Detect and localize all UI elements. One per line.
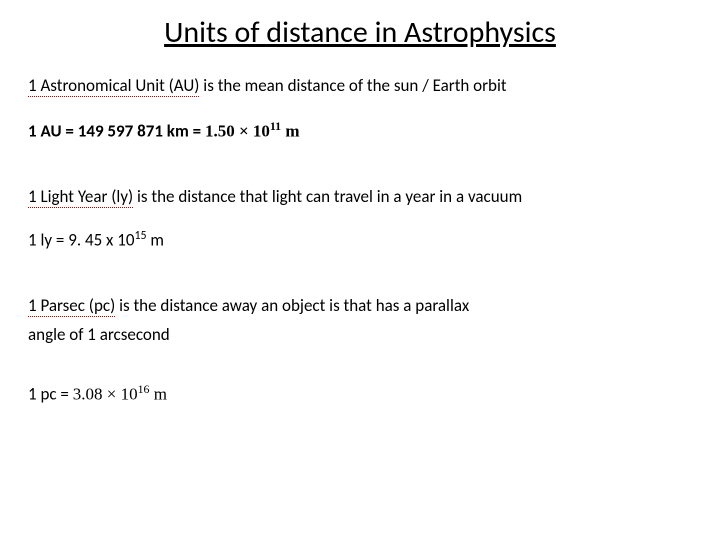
pc-equation: 1 pc = 3.08 × 1016 m xyxy=(28,381,692,407)
ly-term: 1 Light Year (ly) xyxy=(28,186,133,208)
pc-eq-unit: m xyxy=(149,385,166,404)
pc-desc1: is the distance away an object is that h… xyxy=(115,295,469,316)
pc-definition-line1: 1 Parsec (pc) is the distance away an ob… xyxy=(28,295,692,318)
ly-eq-exp: 15 xyxy=(134,229,146,243)
content-area: 1 Astronomical Unit (AU) is the mean dis… xyxy=(0,75,720,407)
pc-definition-line2: angle of 1 arcsecond xyxy=(28,324,692,347)
ly-definition: 1 Light Year (ly) is the distance that l… xyxy=(28,186,692,209)
ly-eq-unit: m xyxy=(147,230,164,251)
au-term: 1 Astronomical Unit (AU) xyxy=(28,75,199,97)
au-eq-prefix: 1 AU = 149 597 871 km = xyxy=(28,121,205,142)
au-eq-value: 1.50 × 10 xyxy=(205,122,270,141)
pc-eq-exp: 16 xyxy=(138,382,150,396)
ly-equation: 1 ly = 9. 45 x 1015 m xyxy=(28,228,692,253)
au-equation: 1 AU = 149 597 871 km = 1.50 × 1011 m xyxy=(28,118,692,144)
page-title: Units of distance in Astrophysics xyxy=(0,0,720,75)
pc-eq-prefix: 1 pc = xyxy=(28,384,73,405)
ly-eq-prefix: 1 ly = 9. 45 x 10 xyxy=(28,230,134,251)
pc-eq-value: 3.08 × 10 xyxy=(73,385,138,404)
au-eq-exp: 11 xyxy=(270,119,281,133)
au-desc: is the mean distance of the sun / Earth … xyxy=(199,75,506,96)
ly-desc: is the distance that light can travel in… xyxy=(133,186,522,207)
au-definition: 1 Astronomical Unit (AU) is the mean dis… xyxy=(28,75,692,98)
pc-term: 1 Parsec (pc) xyxy=(28,295,115,317)
au-eq-unit: m xyxy=(281,122,299,141)
